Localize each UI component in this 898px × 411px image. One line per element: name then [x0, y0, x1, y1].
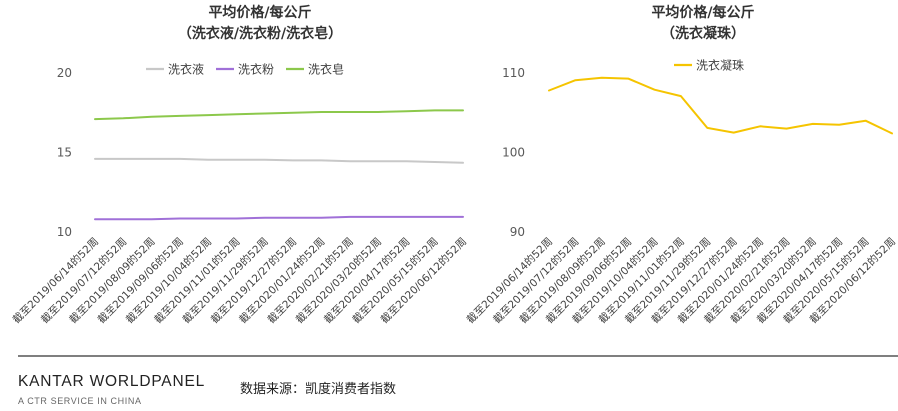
y-tick-label: 10 [57, 225, 72, 239]
legend-label: 洗衣皂 [308, 62, 344, 77]
y-tick-label: 15 [57, 146, 72, 160]
chart-title-line2: （洗衣液/洗衣粉/洗衣皂） [177, 26, 343, 42]
kantar-logo-tagline: A CTR SERVICE IN CHINA [18, 396, 142, 406]
kantar-logo: KANTAR WORLDPANEL [18, 373, 205, 390]
legend-label: 洗衣液 [168, 62, 204, 77]
legend-label: 洗衣凝珠 [696, 58, 744, 73]
y-tick-label: 20 [57, 66, 72, 80]
series-line [94, 215, 464, 221]
chart-plot-right: 90100110洗衣凝珠截至2019/06/14的52周截至2019/07/12… [464, 58, 898, 327]
chart-title: 平均价格/每公斤 （洗衣凝珠） [513, 3, 893, 45]
legend-label: 洗衣粉 [238, 62, 274, 77]
footer-divider [18, 355, 898, 357]
series-line [548, 76, 893, 135]
y-tick-label: 90 [510, 225, 525, 239]
data-source-note: 数据来源：凯度消费者指数 [240, 382, 397, 397]
series-line [94, 109, 464, 121]
chart-title-line1: 平均价格/每公斤 [208, 5, 312, 21]
series-line [94, 157, 464, 164]
chart-title-line2: （洗衣凝珠） [661, 26, 745, 42]
chart-laundry-pods: 平均价格/每公斤 （洗衣凝珠） 90 100 110 洗衣凝珠 截至2019/06/14… [464, 0, 898, 350]
chart-title-line1: 平均价格/每公斤 [651, 5, 755, 21]
chart-title: 平均价格/每公斤 （洗衣液/洗衣粉/洗衣皂） [60, 3, 460, 45]
y-tick-label: 110 [502, 66, 525, 80]
y-tick-label: 100 [502, 146, 525, 160]
chart-detergent-powder-soap: 平均价格/每公斤 （洗衣液/洗衣粉/洗衣皂） 10 15 20 洗衣液 洗衣粉 洗衣皂 截至… [0, 0, 478, 350]
